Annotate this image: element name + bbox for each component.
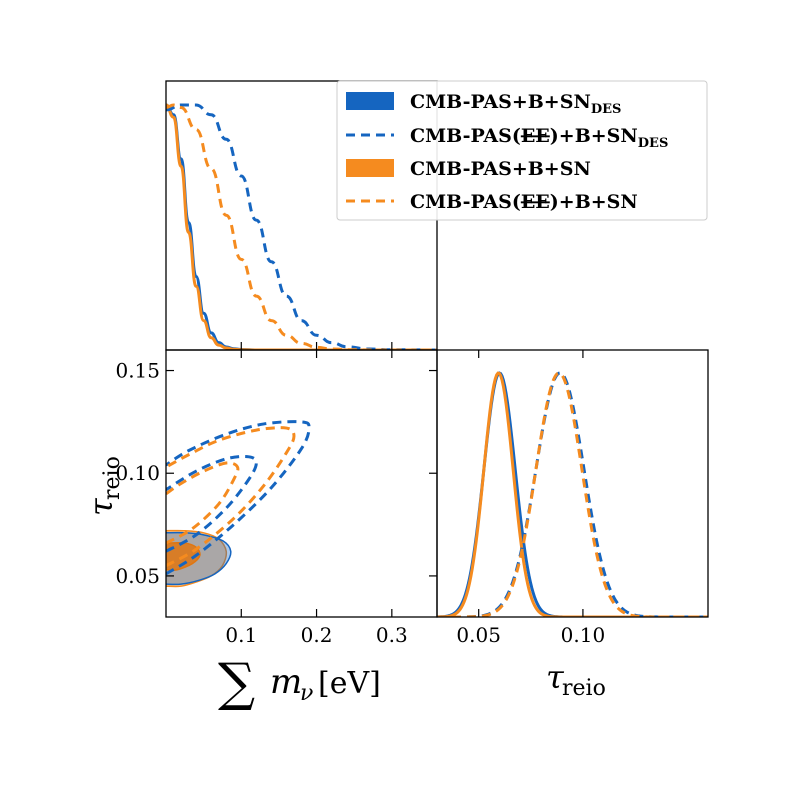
contour-blue-dashed-68	[166, 454, 258, 553]
x-axis-label-mnu: ∑ m ν [eV]	[218, 653, 381, 713]
x-tick-label-mnu: 0.3	[376, 623, 408, 647]
tau-symbol: τ	[82, 497, 120, 516]
tau-posterior-panel	[437, 371, 708, 617]
x-tick-label-tau: 0.10	[561, 623, 606, 647]
x-tick-label-tau: 0.05	[456, 623, 501, 647]
tau-curve-orange-dashed	[437, 371, 708, 617]
tau-symbol: τ	[546, 658, 565, 696]
x-tick-label-mnu: 0.2	[301, 623, 333, 647]
y-tick-label-tau: 0.15	[115, 359, 160, 383]
y-tick-label-tau: 0.10	[115, 461, 160, 485]
legend-label: CMB-PAS(EE)+B+SN	[410, 191, 638, 213]
contour-orange-dashed-95	[166, 426, 296, 567]
x-tick-label-mnu: 0.1	[225, 623, 257, 647]
x-axis-label-tau: τ reio	[546, 658, 606, 701]
unit-label: [eV]	[318, 666, 381, 701]
legend-label: CMB-PAS+B+SNDES	[410, 91, 621, 117]
reio-subscript: reio	[562, 676, 606, 701]
tau-posterior-frame	[436, 349, 709, 618]
mnu-tau-contour-panel	[166, 420, 311, 588]
legend-swatch-filled	[346, 159, 394, 177]
legend-box	[336, 80, 708, 221]
sum-symbol: ∑	[218, 653, 255, 713]
contour-orange-dashed-68	[166, 461, 240, 545]
tau-curve-orange-solid	[437, 371, 708, 617]
axis-ticks: 0.1 0.2 0.3 0.05 0.10 0.15 0.05 0.10	[115, 342, 605, 647]
mnu-curve-blue-dashed	[166, 103, 437, 350]
reio-subscript: reio	[100, 456, 125, 500]
legend-label: CMB-PAS(EE)+B+SNDES	[410, 125, 668, 151]
legend: CMB-PAS+B+SNDES CMB-PAS(EE)+B+SNDES CMB-PA…	[336, 80, 708, 221]
y-tick-label-tau: 0.05	[115, 564, 160, 588]
legend-label: CMB-PAS+B+SN	[410, 158, 591, 180]
m-symbol: m	[270, 662, 302, 702]
nu-symbol: ν	[300, 681, 313, 706]
mnu-curve-orange-dashed	[166, 103, 437, 350]
y-axis-label-tau: τ reio	[82, 456, 125, 516]
legend-swatch-filled	[346, 92, 394, 110]
